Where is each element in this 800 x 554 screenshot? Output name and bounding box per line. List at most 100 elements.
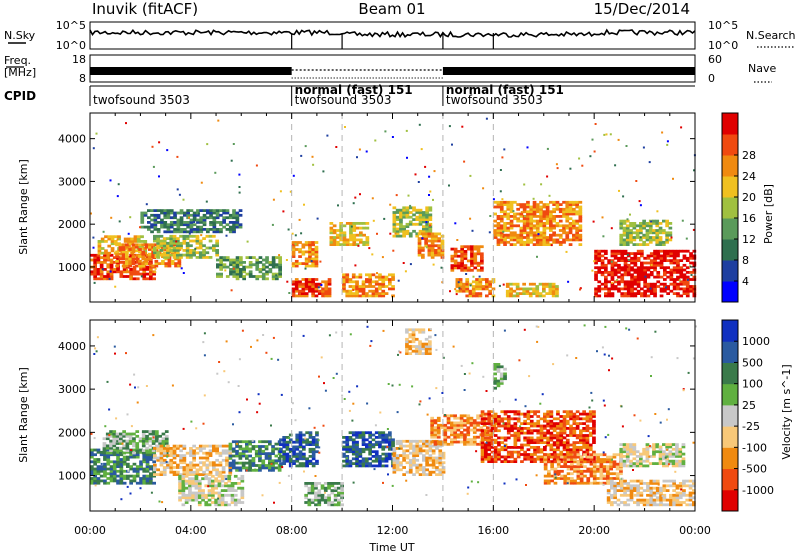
power-scatter-cell xyxy=(287,228,290,231)
power-echo-cell xyxy=(173,223,177,227)
power-echo-cell xyxy=(629,222,633,225)
power-echo-cell xyxy=(128,262,132,265)
velocity-echo-cell xyxy=(526,443,531,447)
power-echo-cell xyxy=(374,289,379,293)
power-echo-cell xyxy=(177,259,182,263)
power-echo-cell xyxy=(156,239,160,243)
velocity-echo-cell xyxy=(181,482,186,485)
velocity-echo-cell xyxy=(192,444,196,448)
velocity-echo-cell xyxy=(191,496,195,500)
velocity-echo-cell xyxy=(351,452,356,456)
power-echo-cell xyxy=(148,255,152,258)
velocity-echo-cell xyxy=(129,474,133,478)
velocity-echo-cell xyxy=(128,439,133,443)
velocity-echo-cell xyxy=(271,464,275,467)
velocity-echo-cell xyxy=(582,412,586,416)
velocity-echo-cell xyxy=(408,461,413,465)
power-echo-cell xyxy=(212,234,216,238)
power-echo-cell xyxy=(535,236,540,239)
velocity-echo-cell xyxy=(484,443,488,447)
velocity-echo-cell xyxy=(103,458,107,461)
velocity-echo-cell xyxy=(145,465,150,468)
power-echo-cell xyxy=(166,216,171,220)
velocity-echo-cell xyxy=(585,453,590,456)
power-echo-cell xyxy=(149,268,153,271)
power-y-tick-label: 2000 xyxy=(58,218,86,231)
power-echo-cell xyxy=(405,206,410,210)
velocity-echo-cell xyxy=(93,453,97,457)
power-echo-cell xyxy=(665,231,669,235)
power-echo-cell xyxy=(526,236,530,239)
power-echo-cell xyxy=(636,266,641,270)
velocity-echo-cell xyxy=(205,456,210,460)
velocity-echo-cell xyxy=(254,445,259,448)
power-echo-cell xyxy=(311,243,315,247)
power-echo-cell xyxy=(152,277,156,281)
power-echo-cell xyxy=(466,266,471,270)
power-echo-cell xyxy=(558,240,563,244)
power-echo-cell xyxy=(653,256,657,260)
power-echo-cell xyxy=(626,292,631,295)
velocity-echo-cell xyxy=(145,439,149,443)
velocity-echo-cell xyxy=(162,447,167,450)
power-echo-cell xyxy=(156,244,160,248)
power-echo-cell xyxy=(265,256,269,259)
velocity-echo-cell xyxy=(188,491,192,495)
power-echo-cell xyxy=(437,237,442,240)
power-echo-cell xyxy=(371,294,376,298)
power-echo-cell xyxy=(519,205,524,209)
velocity-echo-cell xyxy=(189,463,193,467)
velocity-echo-cell xyxy=(523,422,527,425)
velocity-echo-cell xyxy=(510,455,514,459)
power-echo-cell xyxy=(635,236,640,239)
velocity-echo-cell xyxy=(506,450,511,454)
power-scatter-cell xyxy=(616,279,619,281)
power-echo-cell xyxy=(503,222,507,225)
power-echo-cell xyxy=(462,287,466,291)
power-echo-cell xyxy=(225,258,230,262)
power-echo-cell xyxy=(308,255,312,258)
velocity-echo-cell xyxy=(556,460,561,464)
power-echo-cell xyxy=(405,213,410,217)
velocity-echo-cell xyxy=(484,457,488,461)
velocity-echo-cell xyxy=(159,463,164,467)
power-echo-cell xyxy=(314,289,319,293)
velocity-echo-cell xyxy=(279,443,283,446)
power-echo-cell xyxy=(141,255,146,258)
power-echo-cell xyxy=(622,222,627,225)
power-echo-cell xyxy=(232,211,236,215)
power-echo-cell xyxy=(672,268,677,272)
velocity-echo-cell xyxy=(440,426,444,430)
power-echo-cell xyxy=(195,241,200,245)
velocity-echo-cell xyxy=(469,421,474,425)
power-echo-cell xyxy=(676,287,680,291)
velocity-echo-cell xyxy=(149,467,153,471)
power-echo-cell xyxy=(578,205,583,209)
velocity-echo-cell xyxy=(408,447,413,450)
power-echo-cell xyxy=(685,294,690,298)
power-echo-cell xyxy=(208,234,213,238)
velocity-echo-cell xyxy=(212,468,216,472)
power-echo-cell xyxy=(665,224,669,228)
velocity-echo-cell xyxy=(333,489,338,492)
power-echo-cell xyxy=(496,215,501,218)
velocity-echo-cell xyxy=(388,452,392,456)
power-echo-cell xyxy=(613,271,618,274)
power-echo-cell xyxy=(668,233,673,237)
velocity-echo-cell xyxy=(573,481,577,485)
power-echo-cell xyxy=(198,251,203,255)
power-echo-cell xyxy=(123,240,128,243)
power-echo-cell xyxy=(649,273,654,277)
power-echo-cell xyxy=(179,256,183,259)
velocity-echo-cell xyxy=(237,486,241,490)
power-echo-cell xyxy=(182,253,187,257)
velocity-echo-cell xyxy=(556,469,561,473)
power-echo-cell xyxy=(642,222,646,225)
power-echo-cell xyxy=(381,292,386,295)
power-echo-cell xyxy=(162,244,167,248)
velocity-echo-cell xyxy=(217,498,222,502)
power-echo-cell xyxy=(610,252,615,255)
velocity-echo-cell xyxy=(285,452,290,456)
power-echo-cell xyxy=(522,207,527,211)
power-echo-cell xyxy=(294,289,299,293)
